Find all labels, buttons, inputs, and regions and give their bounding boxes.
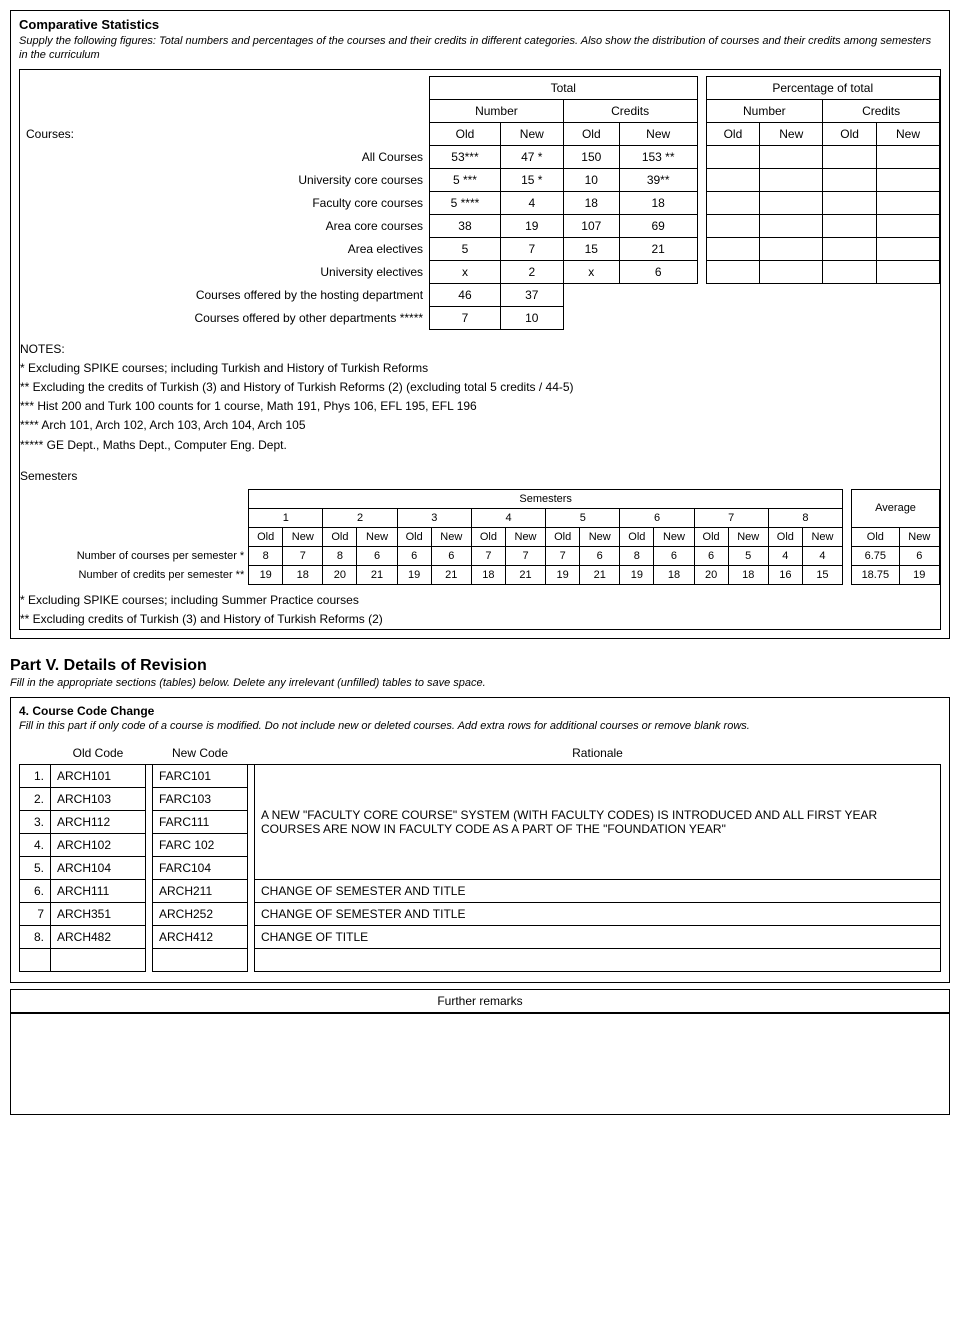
notes-title: NOTES:	[20, 340, 940, 359]
sem-foot-line: * Excluding SPIKE courses; including Sum…	[20, 591, 940, 610]
comparative-inner: TotalPercentage of totalNumberCreditsNum…	[19, 69, 941, 631]
note-line: **** Arch 101, Arch 102, Arch 103, Arch …	[20, 416, 940, 435]
stats-table: TotalPercentage of totalNumberCreditsNum…	[20, 76, 940, 330]
note-line: ** Excluding the credits of Turkish (3) …	[20, 378, 940, 397]
note-line: * Excluding SPIKE courses; including Tur…	[20, 359, 940, 378]
part5-heading: Part V. Details of Revision	[10, 657, 950, 675]
sem-foot-line: ** Excluding credits of Turkish (3) and …	[20, 610, 940, 629]
ccc-desc: Fill in this part if only code of a cour…	[19, 720, 941, 732]
semesters-title: Semesters	[20, 469, 940, 483]
notes-block: NOTES: * Excluding SPIKE courses; includ…	[20, 340, 940, 455]
course-code-table: Old CodeNew CodeRationale1.ARCH101FARC10…	[19, 742, 941, 972]
comparative-desc: Supply the following figures: Total numb…	[19, 34, 941, 63]
note-line: *** Hist 200 and Turk 100 counts for 1 c…	[20, 397, 940, 416]
further-remarks-title: Further remarks	[10, 989, 950, 1013]
further-remarks-body	[10, 1013, 950, 1115]
note-line: ***** GE Dept., Maths Dept., Computer En…	[20, 436, 940, 455]
comparative-stats-box: Comparative Statistics Supply the follow…	[10, 10, 950, 639]
semesters-table: SemestersAverage12345678OldNewOldNewOldN…	[20, 489, 940, 585]
part5-desc: Fill in the appropriate sections (tables…	[10, 677, 950, 689]
comparative-title: Comparative Statistics	[19, 17, 941, 32]
course-code-change-box: 4. Course Code Change Fill in this part …	[10, 697, 950, 983]
ccc-title: 4. Course Code Change	[19, 704, 941, 718]
